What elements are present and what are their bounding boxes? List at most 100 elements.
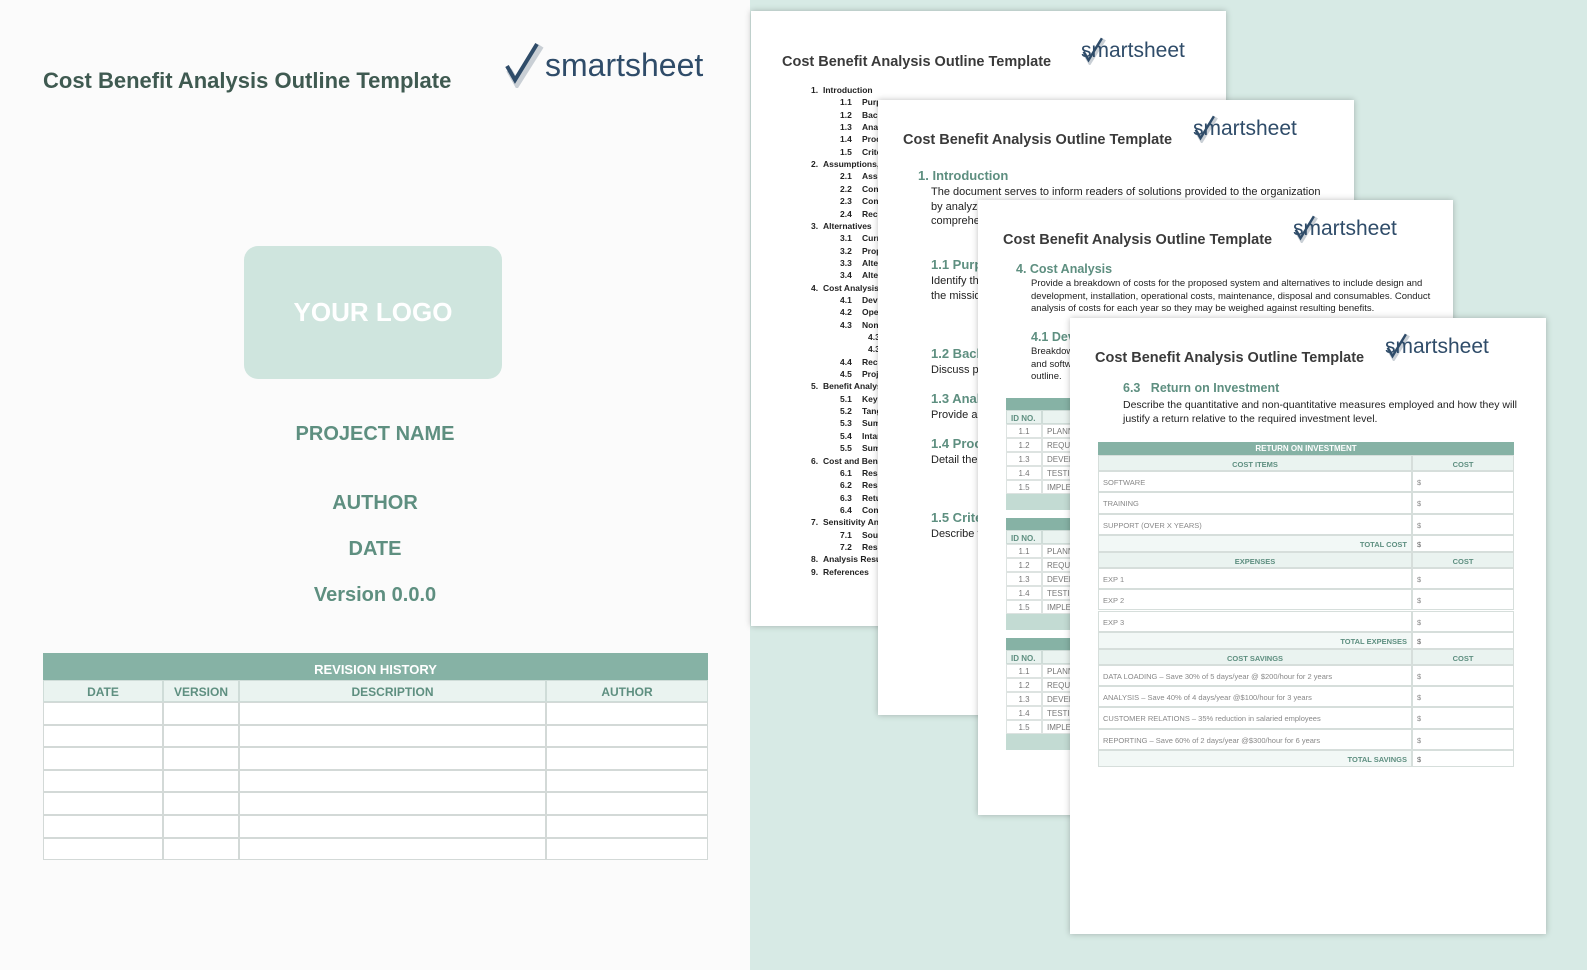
- id-cell: 1.1: [1006, 544, 1042, 558]
- item-cell: EXP 1: [1098, 567, 1412, 590]
- item-cell: SOFTWARE: [1098, 471, 1412, 493]
- check-icon: [505, 42, 544, 88]
- toc-number: 2.3: [840, 196, 852, 207]
- brand-name: smartsheet: [1293, 217, 1397, 240]
- total-cost: $: [1412, 534, 1514, 552]
- id-cell: 1.5: [1006, 480, 1042, 494]
- cost-cell: $: [1412, 707, 1514, 729]
- total-cost: $: [1412, 750, 1514, 767]
- id-cell: 1.5: [1006, 600, 1042, 614]
- table-cell: [43, 724, 163, 748]
- revision-table: REVISION HISTORY DATE VERSION DESCRIPTION A…: [43, 653, 708, 861]
- toc-number: 4.3: [840, 319, 852, 330]
- toc-entry: Criteria: [862, 146, 892, 157]
- section-heading: 4. Cost Analysis: [1016, 262, 1113, 276]
- item-cell: ANALYSIS – Save 40% of 4 days/year @$100…: [1098, 686, 1412, 708]
- table-cell: [239, 769, 546, 793]
- author: AUTHOR: [332, 492, 418, 514]
- revision-title: REVISION HISTORY: [43, 653, 708, 680]
- brand-logo: smartsheet: [503, 42, 703, 88]
- cost-cell: $: [1412, 492, 1514, 514]
- toc-entry: Sensitivity Analysis: [823, 517, 903, 528]
- id-cell: 1.2: [1006, 438, 1042, 452]
- toc-number: 5.4: [840, 430, 852, 441]
- table-cell: [546, 747, 708, 770]
- toc-entry: Analysis Results: [823, 554, 892, 565]
- toc-number: 5.3: [840, 418, 852, 429]
- toc-number: 1.3: [840, 122, 852, 133]
- toc-number: 6.2: [840, 480, 852, 491]
- toc-entry: Results: [862, 542, 893, 552]
- table-cell: [163, 724, 239, 748]
- cost-cell: $: [1412, 471, 1514, 493]
- toc-entry: Results: [862, 468, 893, 478]
- id-cell: 1.4: [1006, 706, 1042, 720]
- table-cell: [43, 747, 163, 770]
- table-cell: [163, 792, 239, 815]
- toc-number: 2.4: [840, 208, 852, 219]
- total-label: TOTAL EXPENSES: [1098, 631, 1412, 649]
- item-cell: SUPPORT (OVER X YEARS): [1098, 513, 1412, 535]
- section-text: Provide a breakdown of costs for the pro…: [1031, 278, 1431, 314]
- cover: Cost Benefit Analysis Outline Template s…: [0, 0, 750, 970]
- table-cell: [239, 724, 546, 748]
- page-title: Cost Benefit Analysis Outline Template: [1095, 350, 1365, 366]
- brand-logo: smartsheet: [1081, 37, 1185, 65]
- page-title: Cost Benefit Analysis Outline Template: [782, 54, 1052, 70]
- table-cell: [163, 769, 239, 793]
- column-header: ID NO.: [1006, 530, 1042, 544]
- toc-number: 7.2: [840, 541, 852, 552]
- table-cell: [546, 724, 708, 748]
- toc-number: 2.: [811, 159, 819, 170]
- column-header: COST SAVINGS: [1098, 648, 1412, 665]
- brand-name: smartsheet: [1081, 39, 1185, 62]
- id-cell: 1.4: [1006, 586, 1042, 600]
- version: Version 0.0.0: [313, 584, 437, 606]
- cost-cell: $: [1412, 567, 1514, 590]
- logo-placeholder[interactable]: YOUR LOGO: [244, 246, 502, 379]
- cost-cell: $: [1412, 664, 1514, 687]
- brand-name: smartsheet: [1193, 117, 1297, 140]
- toc-number: 7.: [811, 517, 819, 528]
- toc-number: 1.: [811, 85, 819, 95]
- table-cell: [43, 769, 163, 793]
- column-header: COST ITEMS: [1098, 455, 1412, 471]
- toc-entry: Introduction: [823, 85, 873, 95]
- item-cell: EXP 3: [1098, 610, 1412, 632]
- toc-number: 3.2: [840, 245, 852, 256]
- id-cell: 1.1: [1006, 664, 1042, 678]
- table-cell: [546, 769, 708, 793]
- toc-number: 1.5: [840, 146, 852, 157]
- toc-number: 6.4: [840, 504, 852, 515]
- brand-logo: smartsheet: [1385, 333, 1489, 361]
- id-cell: 1.3: [1006, 572, 1042, 586]
- toc-entry: Benefit Analysis: [823, 381, 889, 392]
- toc-number: 4.3.1: [868, 332, 887, 342]
- column-header: DESCRIPTION: [239, 680, 546, 702]
- toc-number: 7.1: [840, 529, 852, 540]
- toc-number: 4.2: [840, 307, 852, 318]
- toc-entry: Alternatives: [823, 220, 872, 231]
- column-header: ID NO.: [1006, 410, 1042, 424]
- toc-number: 9.: [811, 566, 819, 577]
- toc-entry: Cost and Benefit: [823, 455, 891, 466]
- toc-number: 1.2: [840, 109, 852, 120]
- id-cell: 1.4: [1006, 466, 1042, 480]
- toc-number: 3.: [811, 220, 819, 231]
- item-cell: EXP 2: [1098, 589, 1412, 611]
- id-cell: 1.3: [1006, 692, 1042, 706]
- document-page: Cost Benefit Analysis Outline Template sm…: [1070, 318, 1546, 934]
- table-cell: [43, 837, 163, 861]
- brand-name: smartsheet: [1385, 335, 1489, 358]
- section-heading: 1. Introduction: [918, 168, 1009, 183]
- project-name: PROJECT NAME: [295, 423, 455, 445]
- table-cell: [546, 815, 708, 838]
- table-cell: [546, 702, 708, 725]
- toc-number: 4.1: [840, 294, 852, 305]
- table-cell: [163, 815, 239, 838]
- toc-entry: Results: [862, 480, 893, 490]
- table-cell: [239, 702, 546, 725]
- id-cell: 1.2: [1006, 558, 1042, 572]
- column-header: COST: [1412, 455, 1514, 471]
